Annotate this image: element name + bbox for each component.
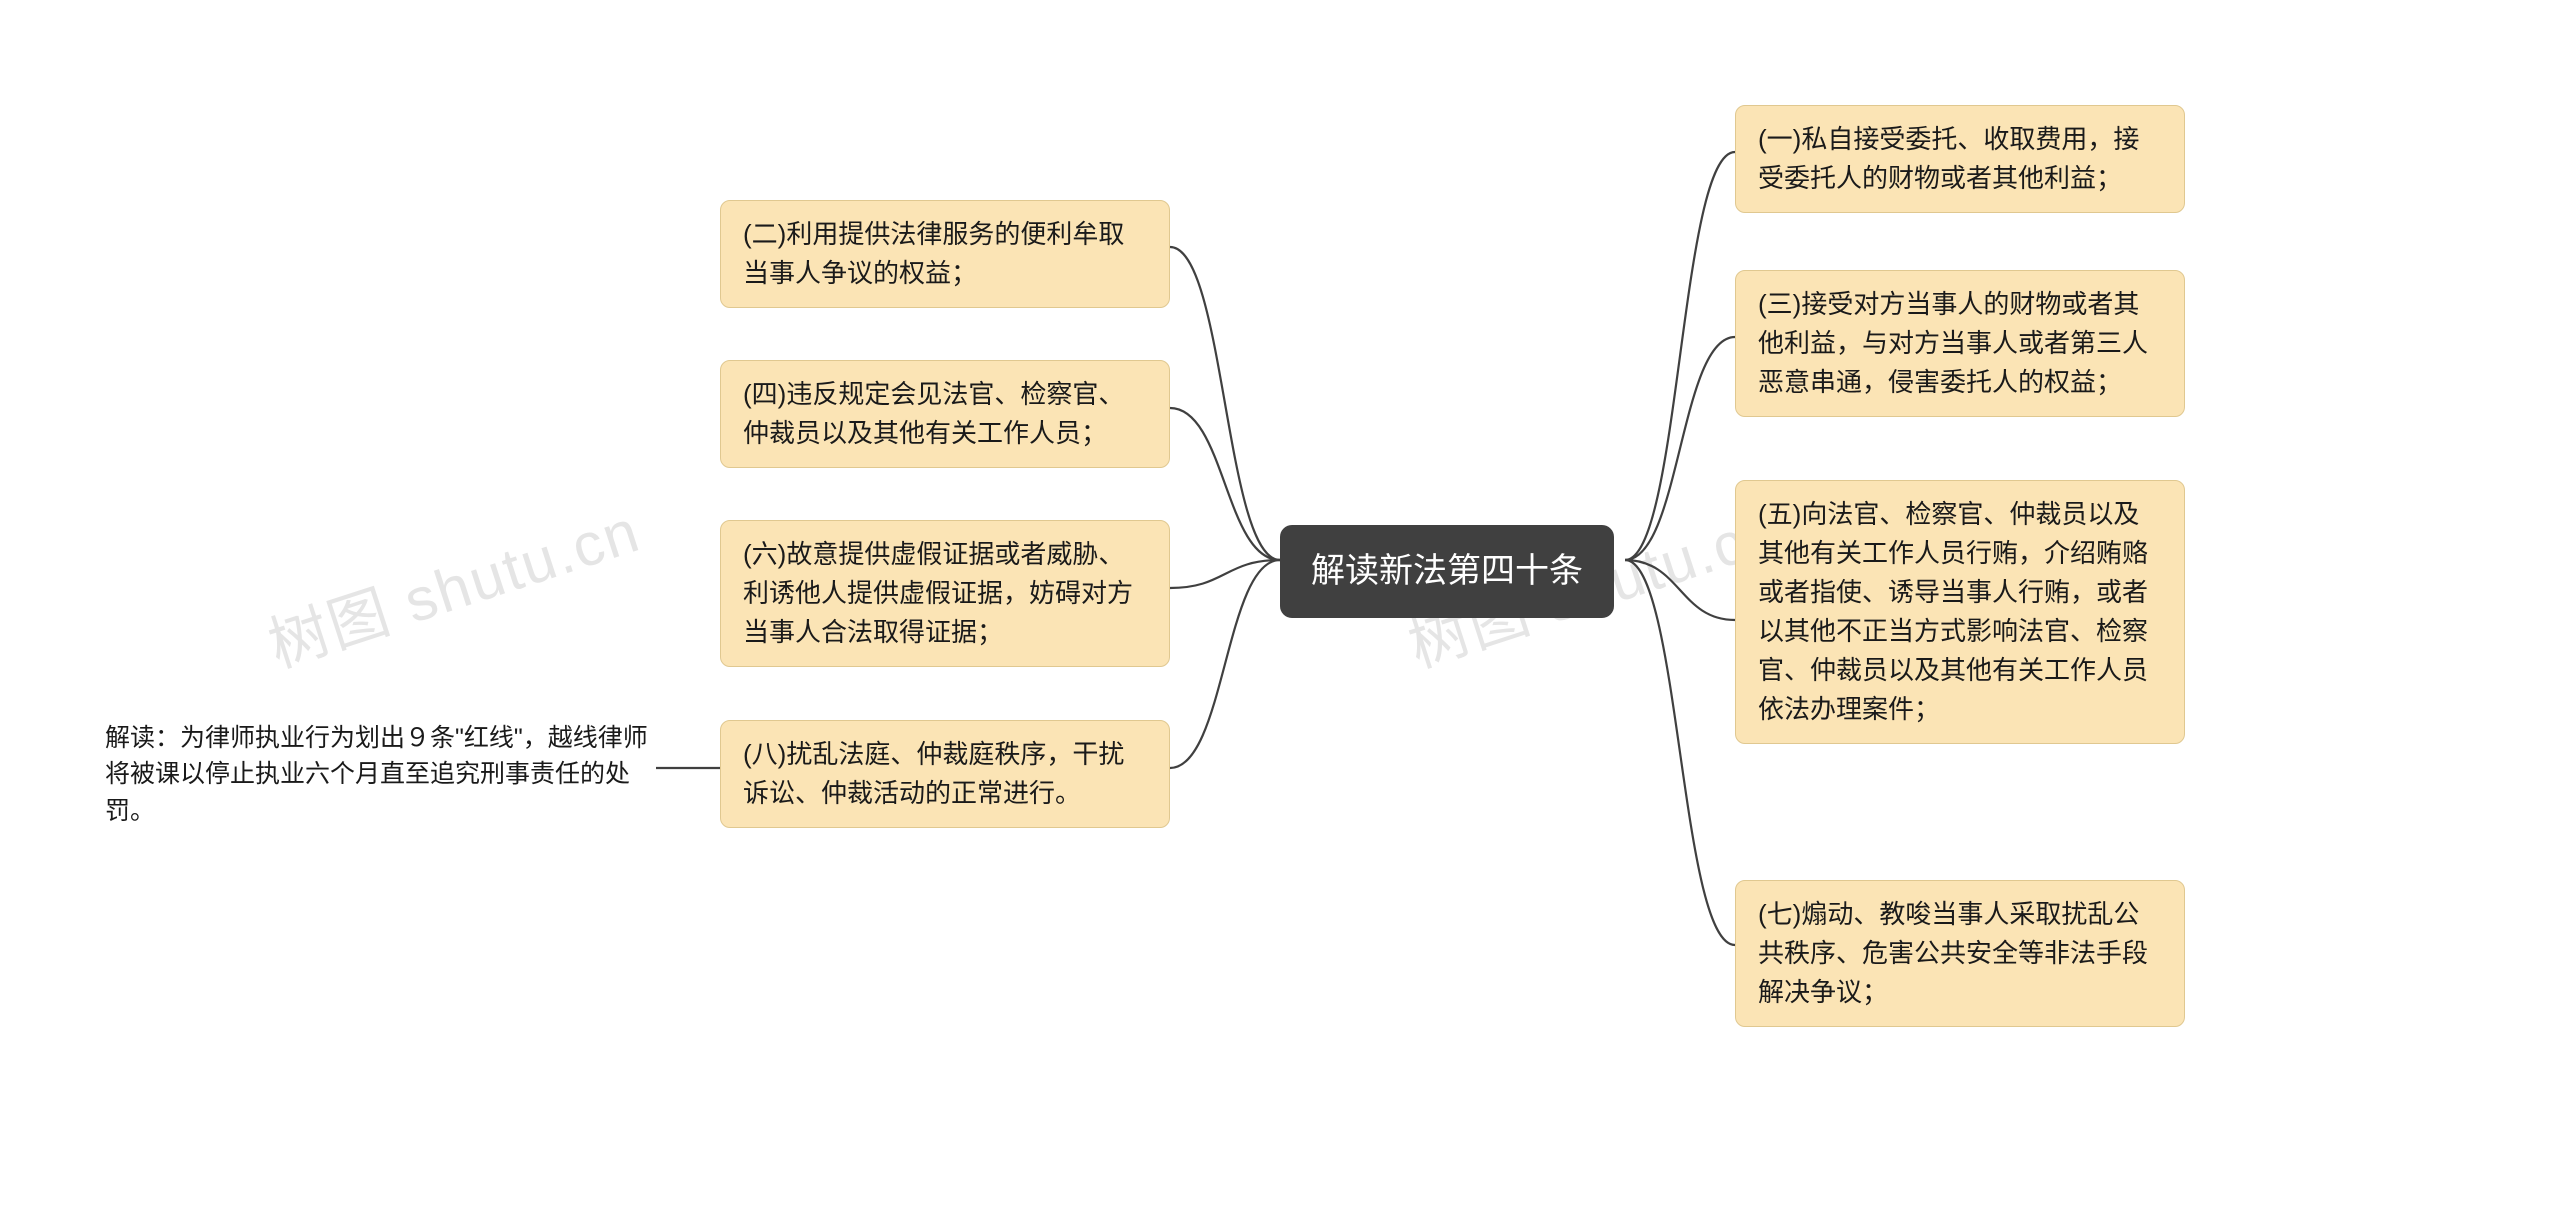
- left-leaf-note: 解读：为律师执业行为划出９条"红线"，越线律师将被课以停止执业六个月直至追究刑事…: [105, 720, 660, 829]
- right-node-1: (一)私自接受委托、收取费用，接受委托人的财物或者其他利益；: [1735, 105, 2185, 213]
- watermark-1: 树图 shutu.cn: [256, 483, 650, 685]
- left-node-1: (二)利用提供法律服务的便利牟取当事人争议的权益；: [720, 200, 1170, 308]
- right-node-2: (三)接受对方当事人的财物或者其他利益，与对方当事人或者第三人恶意串通，侵害委托…: [1735, 270, 2185, 417]
- left-node-2: (四)违反规定会见法官、检察官、仲裁员以及其他有关工作人员；: [720, 360, 1170, 468]
- left-node-3: (六)故意提供虚假证据或者威胁、利诱他人提供虚假证据，妨碍对方当事人合法取得证据…: [720, 520, 1170, 667]
- right-node-3: (五)向法官、检察官、仲裁员以及其他有关工作人员行贿，介绍贿赂或者指使、诱导当事…: [1735, 480, 2185, 744]
- right-node-4: (七)煽动、教唆当事人采取扰乱公共秩序、危害公共安全等非法手段解决争议；: [1735, 880, 2185, 1027]
- center-node: 解读新法第四十条: [1280, 525, 1614, 618]
- left-node-4: (八)扰乱法庭、仲裁庭秩序，干扰诉讼、仲裁活动的正常进行。: [720, 720, 1170, 828]
